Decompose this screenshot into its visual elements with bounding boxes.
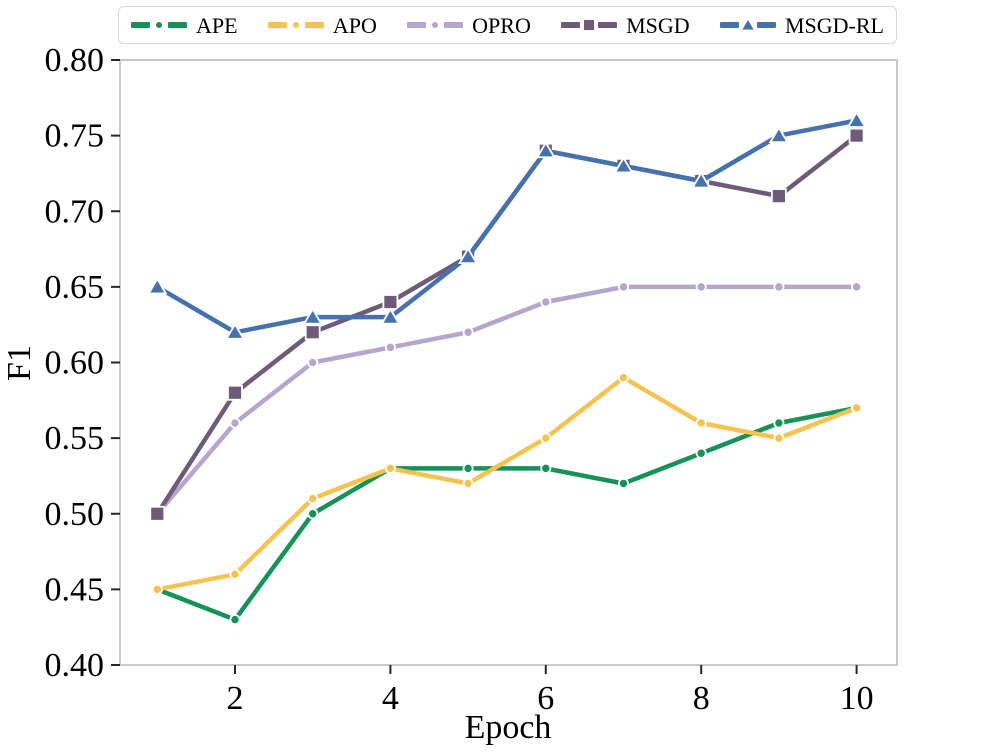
series-msgd-rl (147, 110, 867, 340)
data-point-triangle (739, 16, 757, 32)
y-tick-label: 0.80 (45, 42, 105, 79)
data-point-circle (229, 568, 241, 580)
x-tick-label: 10 (840, 680, 874, 717)
data-point-circle (851, 281, 863, 293)
data-point-circle (307, 508, 319, 520)
data-point-circle (462, 326, 474, 338)
data-point-triangle (846, 110, 867, 128)
legend-dash (131, 22, 150, 28)
legend-dash (168, 22, 187, 28)
data-point-circle (540, 296, 552, 308)
data-point-square (227, 384, 243, 401)
legend-line-sample-msgd (561, 18, 618, 32)
series-line-ape (155, 405, 859, 622)
data-point-circle (617, 477, 629, 489)
data-point-square (382, 294, 399, 310)
y-tick-label: 0.45 (45, 571, 105, 608)
data-point-circle (540, 462, 552, 474)
legend-line-sample-apo (267, 20, 324, 30)
data-point-circle (617, 372, 629, 384)
data-point-circle (695, 281, 707, 293)
legend-item-opro: OPRO (407, 13, 531, 37)
data-point-square (848, 127, 865, 144)
data-point-square (770, 188, 787, 205)
data-point-circle (462, 477, 474, 489)
data-point-circle (229, 417, 241, 429)
legend-dash (304, 22, 324, 28)
data-point-square (149, 505, 166, 522)
legend-line-sample-opro (407, 20, 464, 30)
legend-label-ape: APE (196, 13, 238, 38)
y-tick-label: 0.40 (45, 647, 105, 684)
legend-dash (267, 22, 287, 28)
data-point-circle (151, 583, 163, 595)
data-point-circle (154, 20, 164, 30)
x-axis-title: Epoch (465, 709, 552, 746)
data-point-triangle (380, 307, 401, 325)
chart-legend: APE APO OPRO MSGD MSGD-RL (118, 6, 897, 44)
legend-dash (719, 22, 739, 28)
legend-item-ape: APE (131, 13, 238, 37)
legend-item-msgd-rl: MSGD-RL (719, 13, 884, 38)
data-point-circle (695, 417, 707, 429)
legend-item-apo: APO (267, 13, 377, 38)
data-point-circle (851, 402, 863, 414)
data-point-circle (307, 493, 319, 505)
y-tick-label: 0.65 (45, 269, 105, 306)
data-point-triangle (147, 277, 168, 295)
legend-line-sample-msgd-rl (719, 16, 776, 32)
data-point-triangle (613, 156, 634, 174)
x-tick-label: 6 (537, 680, 554, 717)
data-point-circle (540, 432, 552, 444)
legend-label-msgd-rl: MSGD-RL (784, 13, 884, 38)
y-axis-title: F1 (1, 345, 38, 381)
x-tick-label: 4 (382, 680, 399, 717)
x-tick-label: 8 (693, 680, 710, 717)
data-point-circle (307, 356, 319, 368)
legend-dash (444, 22, 464, 28)
series-line-apo (155, 375, 859, 592)
y-tick-label: 0.50 (45, 496, 105, 533)
y-tick-label: 0.60 (45, 345, 105, 382)
data-point-circle (773, 281, 785, 293)
y-tick-label: 0.55 (45, 420, 105, 457)
data-point-circle (462, 462, 474, 474)
data-point-square (304, 324, 321, 341)
data-point-triangle (458, 246, 479, 265)
data-point-circle (291, 20, 301, 30)
legend-dash (561, 22, 581, 28)
data-point-triangle (691, 171, 712, 189)
y-tick-label: 0.70 (45, 193, 105, 230)
data-point-circle (773, 417, 785, 429)
series-line-opro (155, 284, 859, 517)
x-tick-label: 2 (226, 680, 243, 717)
data-point-circle (384, 341, 396, 353)
series-line-msgd-rl (155, 118, 859, 335)
data-point-square (582, 18, 596, 32)
legend-dash (756, 22, 776, 28)
data-point-circle (384, 462, 396, 474)
series-apo (151, 372, 863, 595)
data-point-triangle (302, 307, 323, 325)
data-point-triangle (768, 125, 789, 144)
legend-dash (407, 22, 427, 28)
legend-dash (598, 22, 618, 28)
legend-item-msgd: MSGD (561, 13, 690, 37)
data-point-triangle (224, 322, 246, 340)
y-tick-label: 0.75 (45, 118, 105, 155)
data-point-triangle (535, 140, 556, 159)
legend-line-sample-ape (131, 20, 187, 30)
data-point-circle (229, 614, 241, 626)
legend-label-opro: OPRO (472, 13, 531, 38)
series-ape (151, 402, 863, 626)
legend-label-apo: APO (332, 13, 377, 38)
series-opro (151, 281, 863, 520)
data-point-circle (617, 281, 629, 293)
data-point-circle (773, 432, 785, 444)
data-point-circle (430, 20, 440, 30)
legend-label-msgd: MSGD (626, 13, 690, 38)
data-point-circle (695, 447, 707, 459)
